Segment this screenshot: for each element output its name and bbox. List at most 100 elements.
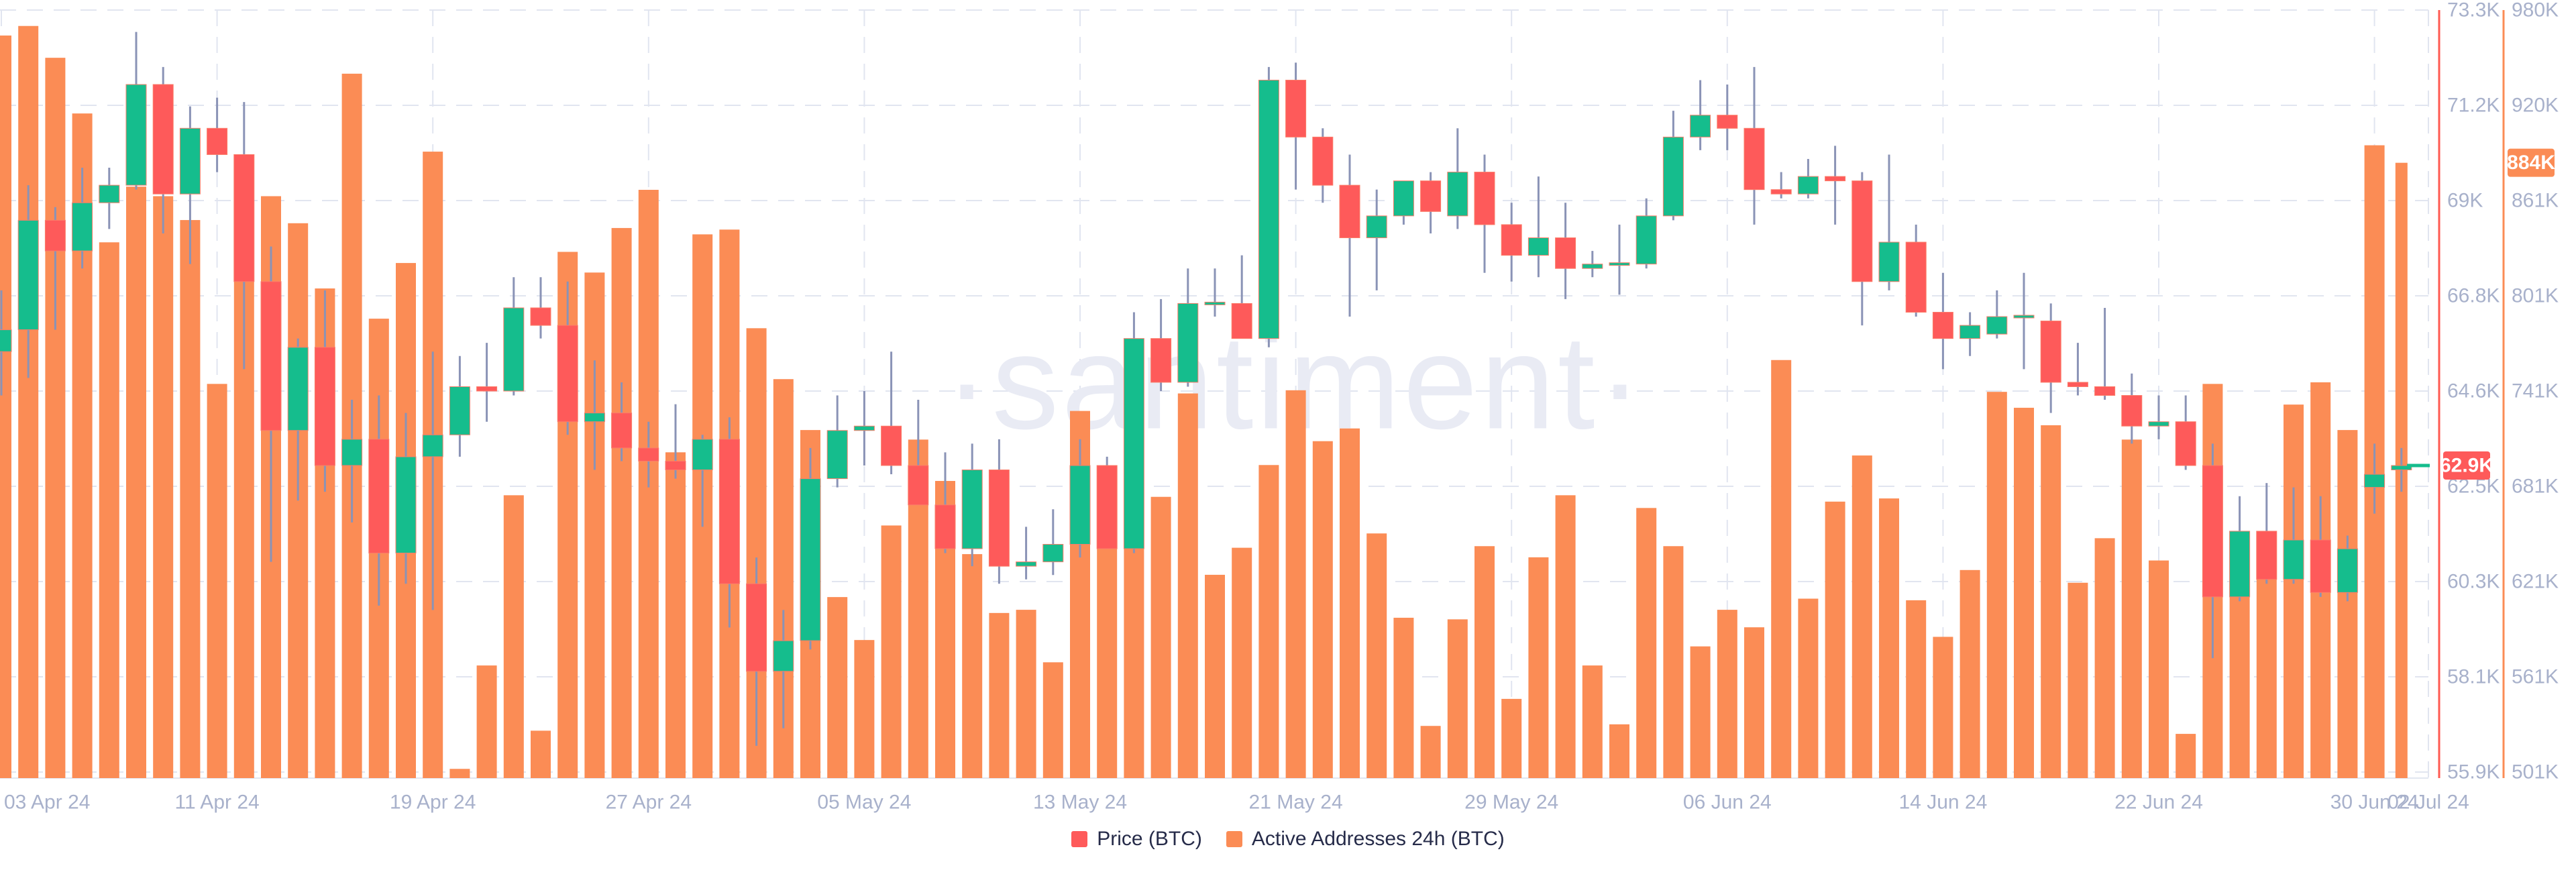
address-bar[interactable] (1258, 465, 1279, 778)
address-bar[interactable] (1798, 598, 1819, 778)
address-bar[interactable] (1960, 569, 1980, 778)
address-bar[interactable] (1663, 546, 1684, 778)
address-bar[interactable] (531, 730, 551, 778)
address-bar[interactable] (962, 554, 983, 778)
price-candle-up[interactable] (395, 456, 417, 554)
address-bar[interactable] (476, 665, 497, 778)
price-candle-up[interactable] (1527, 237, 1549, 256)
address-bar[interactable] (2041, 425, 2061, 778)
price-candle-up[interactable] (1960, 325, 1981, 339)
price-candle-down[interactable] (1770, 189, 1792, 195)
price-candle-up[interactable] (1204, 301, 1226, 305)
price-candle-down[interactable] (2202, 465, 2223, 598)
price-candle-down[interactable] (476, 386, 498, 392)
address-bar[interactable] (288, 223, 309, 778)
address-bar[interactable] (1042, 662, 1063, 778)
price-candle-down[interactable] (1717, 115, 1738, 129)
address-bar[interactable] (1285, 390, 1306, 778)
price-candle-up[interactable] (2364, 474, 2385, 488)
price-candle-down[interactable] (1743, 127, 1765, 190)
price-candle-down[interactable] (1474, 172, 1495, 225)
price-candle-down[interactable] (557, 325, 578, 423)
price-candle-down[interactable] (2256, 531, 2277, 580)
price-candle-down[interactable] (2175, 421, 2196, 466)
address-bar[interactable] (2176, 734, 2196, 778)
address-bar[interactable] (1232, 547, 1252, 778)
address-bar[interactable] (1744, 627, 1764, 778)
price-candle-up[interactable] (1042, 544, 1064, 563)
address-bar[interactable] (611, 227, 632, 778)
price-candle-down[interactable] (1825, 176, 1846, 182)
address-bar[interactable] (1447, 619, 1468, 778)
price-candle-down[interactable] (988, 470, 1010, 567)
price-candle-down[interactable] (2067, 382, 2088, 387)
address-bar[interactable] (1636, 508, 1657, 778)
price-candle-up[interactable] (961, 470, 983, 549)
address-bar[interactable] (1825, 501, 1845, 778)
price-candle-up[interactable] (0, 329, 12, 352)
price-candle-up[interactable] (2337, 548, 2358, 593)
address-bar[interactable] (1582, 665, 1603, 778)
price-candle-up[interactable] (99, 184, 120, 203)
price-candle-up[interactable] (1258, 79, 1279, 339)
price-candle-down[interactable] (1231, 303, 1252, 339)
price-candle-down[interactable] (233, 154, 255, 282)
address-bar[interactable] (503, 495, 524, 778)
address-bar[interactable] (207, 384, 227, 778)
price-candle-up[interactable] (1123, 338, 1144, 549)
price-candle-down[interactable] (1312, 136, 1334, 186)
price-candle-down[interactable] (207, 127, 228, 155)
address-bar[interactable] (449, 769, 470, 778)
address-bar[interactable] (2014, 407, 2034, 778)
address-bar[interactable] (1420, 726, 1441, 778)
address-bar[interactable] (2149, 560, 2169, 778)
address-bar[interactable] (584, 272, 605, 778)
price-candle-down[interactable] (1932, 311, 1953, 339)
price-candle-up[interactable] (341, 439, 363, 466)
price-candle-up[interactable] (1986, 316, 2008, 335)
price-candle-up[interactable] (2391, 465, 2412, 471)
price-candle-up[interactable] (503, 307, 525, 392)
address-bar[interactable] (1501, 698, 1522, 778)
price-candle-up[interactable] (2229, 531, 2251, 598)
price-candle-down[interactable] (2094, 386, 2116, 396)
address-bar[interactable] (1340, 428, 1360, 778)
price-candle-up[interactable] (1582, 264, 1603, 269)
price-candle-down[interactable] (530, 307, 551, 326)
price-candle-up[interactable] (17, 219, 39, 331)
price-candle-up[interactable] (1878, 241, 1900, 282)
price-candle-down[interactable] (1851, 180, 1873, 282)
price-candle-down[interactable] (718, 439, 740, 584)
address-bar[interactable] (2094, 538, 2115, 778)
address-bar[interactable] (1906, 600, 1927, 778)
legend-item-price[interactable]: Price (BTC) (1071, 828, 1202, 851)
price-candle-down[interactable] (2040, 321, 2061, 383)
address-bar[interactable] (2229, 584, 2250, 778)
price-candle-up[interactable] (826, 430, 848, 480)
price-candle-up[interactable] (1609, 262, 1630, 266)
address-bar[interactable] (1393, 617, 1414, 778)
address-bar[interactable] (18, 25, 39, 779)
price-candle-down[interactable] (314, 347, 335, 466)
price-candle-up[interactable] (773, 640, 794, 672)
address-bar[interactable] (1879, 498, 1899, 778)
price-candle-down[interactable] (746, 583, 767, 672)
price-candle-down[interactable] (934, 504, 956, 549)
address-bar[interactable] (1097, 544, 1118, 778)
address-bar[interactable] (989, 612, 1010, 778)
price-candle-down[interactable] (2121, 395, 2143, 427)
address-bar[interactable] (1528, 557, 1549, 778)
price-candle-up[interactable] (1690, 115, 1711, 138)
address-bar[interactable] (1690, 646, 1711, 778)
address-bar[interactable] (854, 640, 875, 778)
price-candle-up[interactable] (584, 413, 605, 423)
price-candle-up[interactable] (1635, 215, 1657, 265)
price-candle-down[interactable] (2310, 539, 2331, 593)
price-candle-up[interactable] (800, 478, 821, 641)
price-candle-down[interactable] (368, 439, 390, 554)
price-candle-down[interactable] (44, 219, 66, 252)
price-candle-up[interactable] (1177, 303, 1199, 383)
price-candle-up[interactable] (692, 439, 713, 471)
price-candle-down[interactable] (1150, 338, 1172, 383)
address-bar[interactable] (153, 196, 174, 778)
